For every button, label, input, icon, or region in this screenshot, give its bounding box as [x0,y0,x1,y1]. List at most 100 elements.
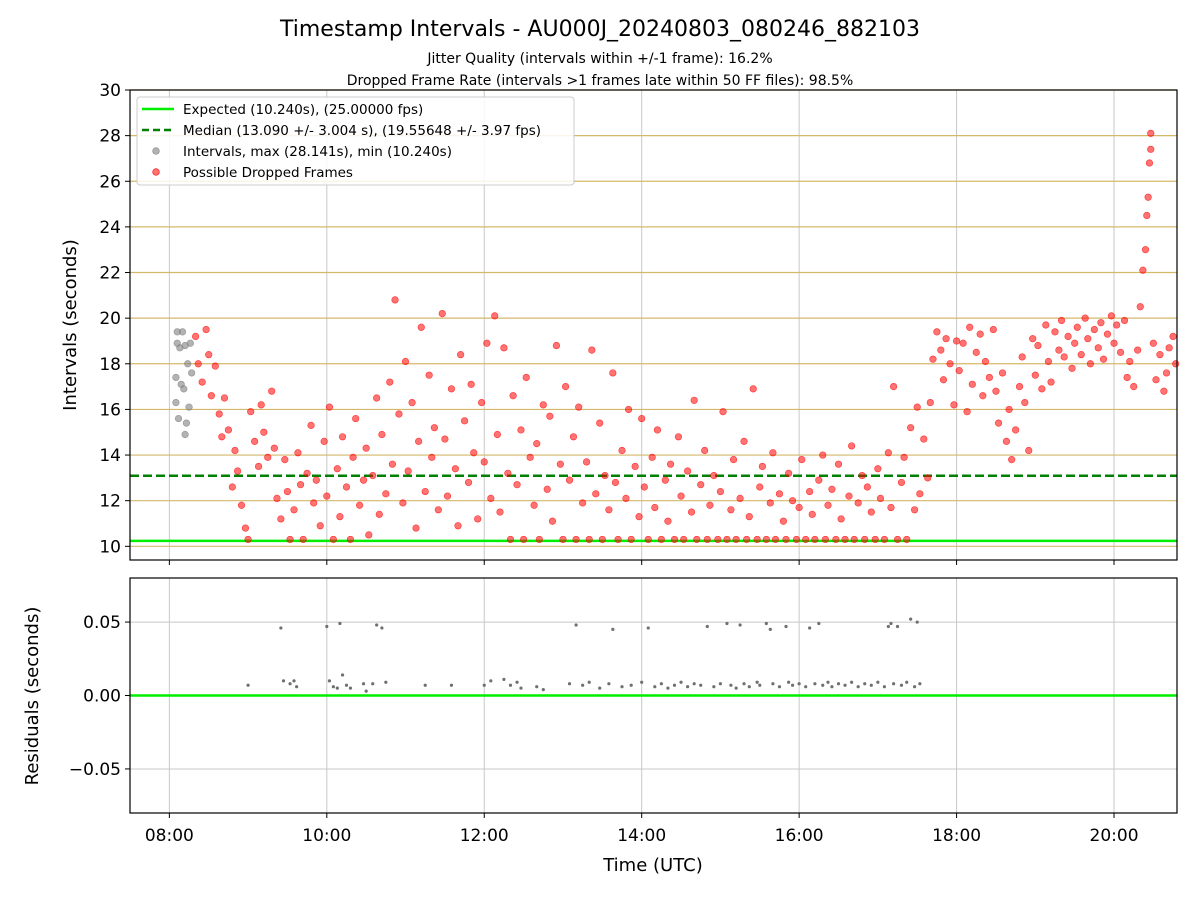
dropped-frame-point [1042,321,1050,329]
residual-point [892,682,896,686]
dropped-frame-point [286,535,294,544]
residual-point [361,682,366,686]
residual-point [863,682,867,686]
dropped-frame-point [998,369,1007,377]
residual-point [672,683,677,687]
residual-point [327,679,332,683]
dropped-frame-point [329,535,337,544]
dropped-frame-point [1055,346,1063,354]
dropped-frame-point [1147,129,1155,137]
interval-point [172,373,180,382]
dropped-frame-point [546,412,554,420]
dropped-frame-point [845,492,853,500]
dropped-frame-point [356,501,364,509]
dropped-frame-point [520,535,528,544]
chart-title: Timestamp Intervals - AU000J_20240803_08… [279,17,920,42]
dropped-frame-point [425,371,433,379]
residual-point [348,686,353,690]
dropped-frame-point [430,424,438,432]
dropped-frame-point [192,332,200,341]
legend-box [136,96,575,186]
dropped-frame-point [876,494,885,502]
intervals-panel: 10 12 14 16 18 20 22 24 26 28 30 Expected (10.240s)… [99,81,1180,565]
dropped-frame-point [782,535,790,544]
dropped-frame-point [198,378,206,386]
dropped-frame-point [254,462,263,471]
dropped-frame-point [451,465,459,473]
dropped-frame-point [867,508,875,516]
residual-point [705,624,709,629]
residual-point [712,685,716,689]
dropped-frame-point [1113,321,1121,329]
residual-point [519,686,523,690]
top-y-tick-label: 28 [99,127,121,147]
dropped-frame-point [887,503,895,512]
dropped-frame-point [992,387,1000,395]
dropped-frame-point [1110,339,1118,347]
dropped-frame-point [802,535,810,544]
dropped-frame-point [1097,319,1105,327]
dropped-frame-point [769,449,777,457]
residual-point [587,680,591,684]
dropped-frame-point [952,337,961,345]
residual-point [850,680,854,684]
dropped-frame-point [1090,325,1098,334]
dropped-frame-point [1002,437,1011,445]
dropped-frame-point [237,501,246,509]
residual-point [598,686,602,690]
residual-point [340,673,345,677]
dropped-frame-point [834,460,843,468]
dropped-frame-point [467,380,475,388]
dropped-frame-point [421,487,429,496]
dropped-frame-point [395,410,403,418]
dropped-frame-point [207,392,215,400]
dropped-frame-point [211,362,219,370]
residual-point [915,620,919,624]
interval-point [172,398,180,407]
x-tick-label: 18:00 [932,826,981,846]
dropped-frame-point [933,328,941,336]
residual-point [629,683,633,687]
dropped-frame-point [333,465,341,473]
residual-point [909,617,913,621]
dropped-frame-point [716,487,725,496]
top-y-tick-label: 26 [99,172,121,192]
dropped-frame-point [530,501,538,509]
dropped-frame-point [719,408,727,416]
dropped-frame-point [1071,339,1079,347]
top-y-tick-label: 24 [99,218,121,238]
dropped-frame-point [474,515,482,523]
dropped-frame-point [543,485,551,493]
residual-point [482,683,486,687]
residual-point [364,689,368,693]
dropped-frame-point [981,357,990,366]
dropped-frame-point [756,483,764,491]
dropped-frame-point [257,401,265,409]
residual-point [764,621,768,626]
dropped-frame-point [680,535,688,544]
dropped-frame-point [674,433,683,441]
dropped-frame-point [1116,348,1125,356]
dropped-frame-point [666,460,675,468]
dropped-frame-point [342,483,351,491]
dropped-frame-point [517,426,525,434]
dropped-frame-point [323,492,331,500]
dropped-frame-point [1068,364,1076,372]
dropped-frame-point [561,383,570,391]
dropped-frame-point [972,348,980,356]
residual-point [515,680,519,684]
dropped-frame-point [950,401,958,409]
residual-point [738,623,742,627]
top-y-tick-label: 16 [99,400,121,420]
residual-point [718,682,723,686]
residual-point [574,623,578,627]
x-tick-label: 16:00 [775,826,824,846]
residual-point [729,683,733,687]
dropped-frame-point [1165,344,1173,352]
dropped-frame-point [771,535,780,544]
dropped-frame-point [1145,159,1154,167]
bottom-axes-frame [129,577,1178,814]
dropped-frame-point [832,535,840,544]
dropped-frame-point [312,476,320,484]
residual-point [344,683,349,687]
